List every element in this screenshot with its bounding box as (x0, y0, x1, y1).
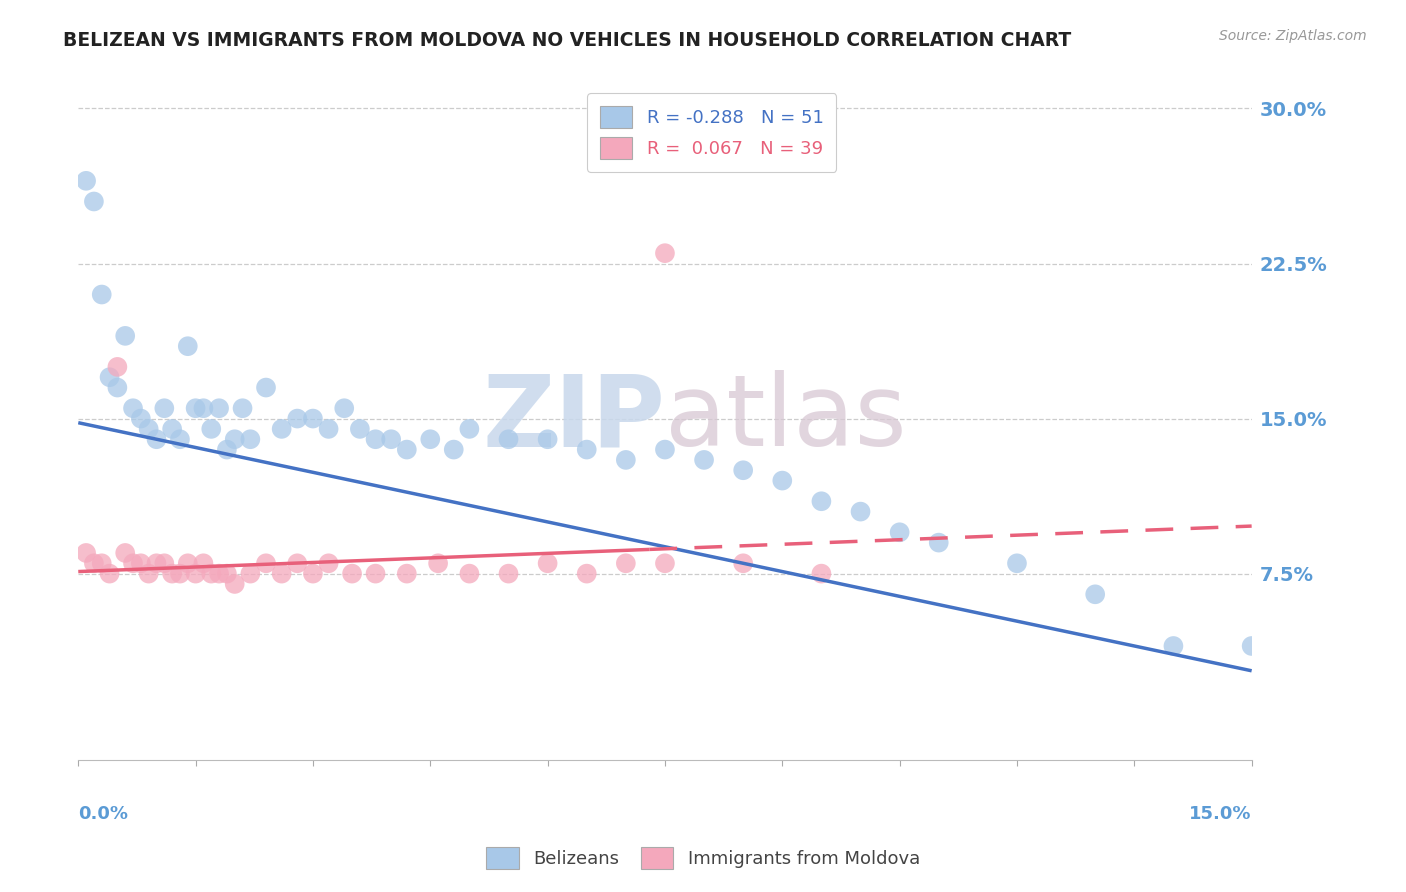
Point (239, 432, 262, 446)
Point (184, 401, 207, 416)
Point (98, 370, 121, 384)
Point (364, 566, 387, 581)
Point (928, 535, 950, 549)
Point (318, 422, 340, 436)
Point (654, 556, 676, 570)
Point (733, 556, 755, 570)
Point (114, 329, 136, 343)
Point (75, 546, 97, 560)
Point (114, 546, 136, 560)
Point (200, 422, 222, 436)
Point (254, 380, 277, 394)
Point (129, 411, 152, 425)
Point (270, 422, 292, 436)
Point (849, 505, 872, 519)
Point (575, 442, 598, 457)
Point (75, 174, 97, 188)
Point (177, 339, 200, 353)
Point (614, 453, 637, 467)
Text: ZIP: ZIP (482, 370, 665, 467)
Point (770, 474, 793, 488)
Point (395, 442, 418, 457)
Point (654, 246, 676, 260)
Point (1005, 556, 1028, 570)
Point (83, 194, 105, 209)
Point (302, 411, 325, 425)
Point (90, 287, 112, 301)
Text: Source: ZipAtlas.com: Source: ZipAtlas.com (1219, 29, 1367, 43)
Point (122, 401, 145, 416)
Point (193, 556, 215, 570)
Point (889, 525, 911, 540)
Legend: R = -0.288   N = 51, R =  0.067   N = 39: R = -0.288 N = 51, R = 0.067 N = 39 (588, 94, 837, 171)
Point (498, 566, 520, 581)
Point (693, 453, 716, 467)
Point (122, 556, 145, 570)
Point (1240, 639, 1263, 653)
Point (443, 442, 465, 457)
Point (575, 566, 598, 581)
Point (105, 359, 128, 374)
Point (654, 442, 676, 457)
Point (193, 401, 215, 416)
Point (160, 566, 183, 581)
Point (215, 566, 238, 581)
Point (169, 432, 191, 446)
Point (395, 566, 418, 581)
Point (419, 432, 441, 446)
Point (458, 566, 481, 581)
Point (90, 556, 112, 570)
Point (208, 566, 231, 581)
Point (200, 566, 222, 581)
Point (145, 556, 167, 570)
Point (364, 432, 387, 446)
Point (129, 556, 152, 570)
Point (105, 380, 128, 394)
Point (285, 556, 308, 570)
Point (285, 411, 308, 425)
Point (254, 556, 277, 570)
Point (340, 566, 363, 581)
Point (498, 432, 520, 446)
Point (318, 556, 340, 570)
Point (98, 566, 121, 581)
Point (302, 566, 325, 581)
Text: atlas: atlas (665, 370, 907, 467)
Point (349, 422, 371, 436)
Point (224, 577, 246, 591)
Point (536, 556, 558, 570)
Point (458, 422, 481, 436)
Point (153, 556, 176, 570)
Point (177, 556, 200, 570)
Point (138, 566, 160, 581)
Point (427, 556, 450, 570)
Point (145, 432, 167, 446)
Point (614, 556, 637, 570)
Text: BELIZEAN VS IMMIGRANTS FROM MOLDOVA NO VEHICLES IN HOUSEHOLD CORRELATION CHART: BELIZEAN VS IMMIGRANTS FROM MOLDOVA NO V… (63, 31, 1071, 50)
Point (270, 566, 292, 581)
Point (733, 463, 755, 477)
Point (169, 566, 191, 581)
Point (215, 442, 238, 457)
Point (232, 401, 254, 416)
Point (184, 566, 207, 581)
Point (810, 566, 832, 581)
Point (138, 422, 160, 436)
Point (380, 432, 402, 446)
Point (333, 401, 356, 416)
Text: 15.0%: 15.0% (1189, 805, 1251, 823)
Point (239, 566, 262, 581)
Point (536, 432, 558, 446)
Point (153, 401, 176, 416)
Point (810, 494, 832, 508)
Point (1084, 587, 1107, 601)
Point (208, 401, 231, 416)
Point (224, 432, 246, 446)
Legend: Belizeans, Immigrants from Moldova: Belizeans, Immigrants from Moldova (477, 838, 929, 879)
Point (1163, 639, 1185, 653)
Point (160, 422, 183, 436)
Point (83, 556, 105, 570)
Text: 0.0%: 0.0% (79, 805, 128, 823)
